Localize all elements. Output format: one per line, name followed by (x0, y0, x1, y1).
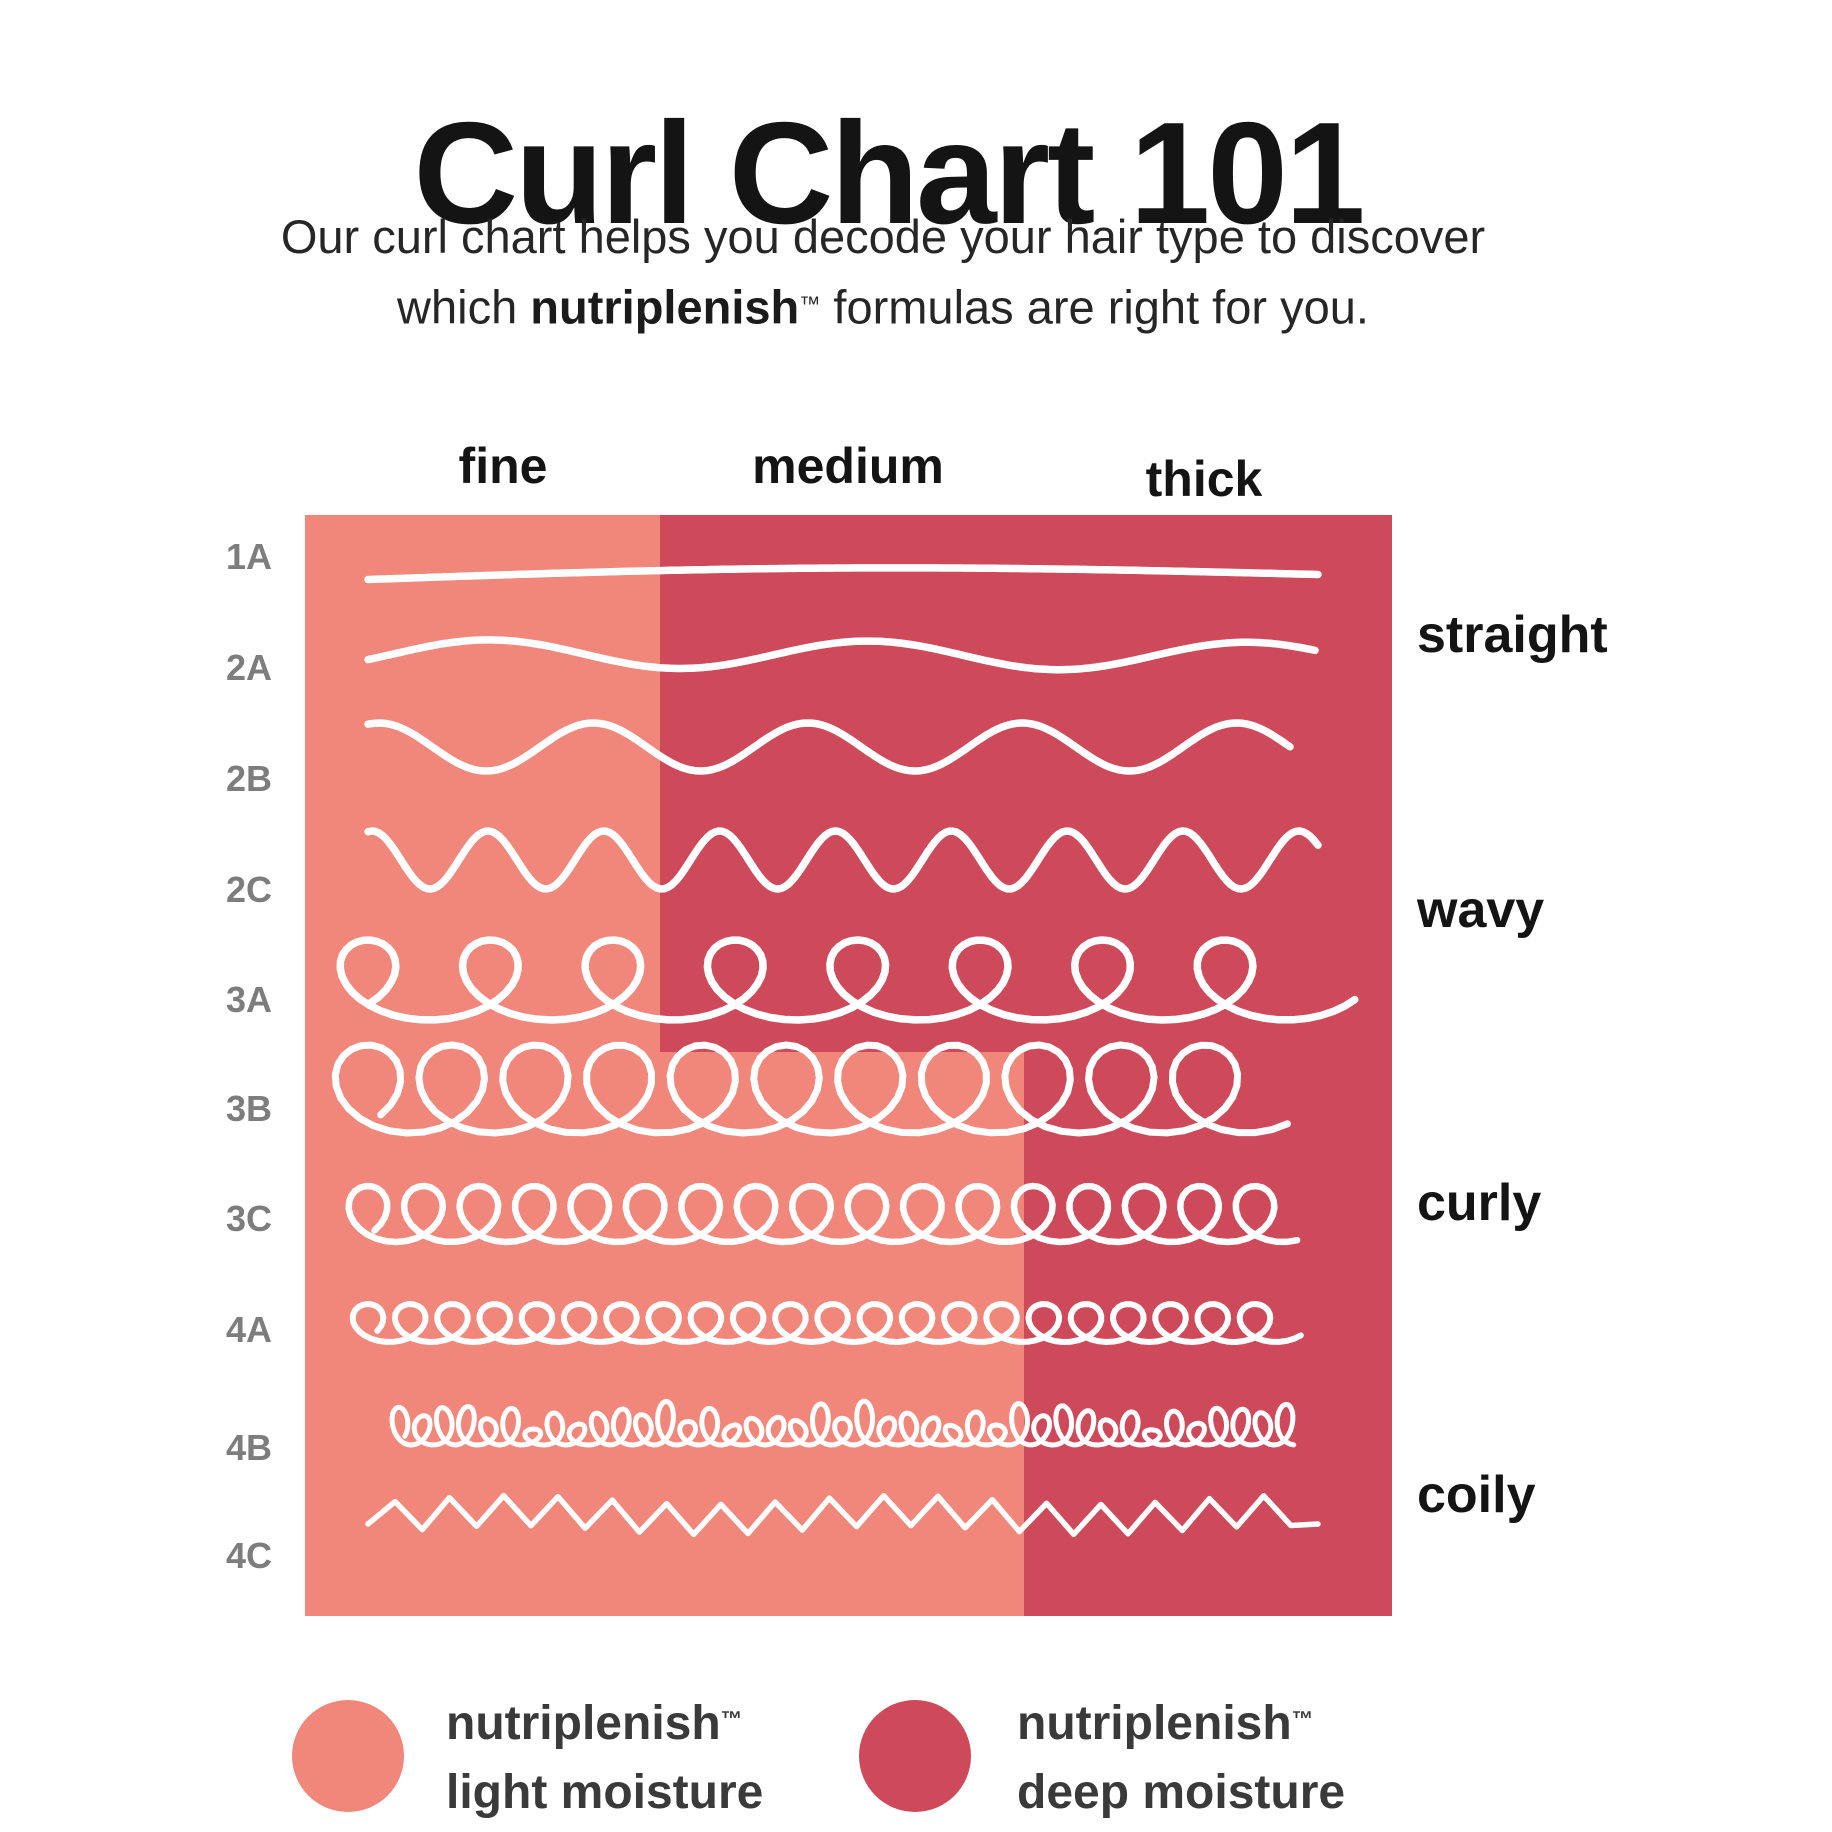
curl-row-2C (364, 827, 1322, 893)
trademark-symbol: ™ (720, 1706, 743, 1731)
row-label-2B: 2B (225, 758, 272, 799)
curl-row-3C (345, 1182, 1301, 1246)
legend-swatch-deep (859, 1700, 971, 1812)
row-label-1A: 1A (225, 536, 272, 577)
group-label-straight: straight (1417, 606, 1608, 664)
curl-row-3A (336, 936, 1359, 1024)
subtitle-line2: which nutriplenish™ formulas are right f… (0, 274, 1766, 339)
region-light-moisture-fine (305, 515, 660, 1052)
legend-moisture-label: deep moisture (1017, 1765, 1346, 1819)
legend-moisture-label: light moisture (446, 1765, 764, 1819)
curl-row-3B (331, 1041, 1291, 1137)
legend-label-light: nutriplenish™ light moisture (446, 1684, 763, 1827)
brand-name: nutriplenish (530, 280, 800, 334)
legend-label-deep: nutriplenish™ deep moisture (1017, 1684, 1345, 1827)
subtitle-line2-suffix: formulas are right for you. (820, 280, 1369, 334)
curl-row-1A (364, 564, 1322, 584)
row-label-3B: 3B (225, 1088, 272, 1129)
curl-row-4A (349, 1301, 1304, 1345)
row-label-4B: 4B (225, 1427, 272, 1468)
page-title: Curl Chart 101 (413, 92, 1365, 255)
subtitle-line2-prefix: which (397, 280, 531, 334)
trademark-symbol: ™ (799, 293, 821, 316)
row-label-3C: 3C (225, 1198, 272, 1239)
legend-brand-line: nutriplenish™ (1017, 1684, 1345, 1758)
row-label-2C: 2C (225, 869, 272, 910)
curl-row-2A (364, 636, 1319, 674)
legend-brand-line: nutriplenish™ (446, 1684, 763, 1758)
region-deep-moisture-medium-thick (660, 515, 1392, 1052)
curl-row-2B (364, 719, 1294, 775)
subtitle-line1: Our curl chart helps you decode your hai… (280, 210, 1486, 263)
column-header-fine: fine (458, 438, 548, 494)
curl-chart-grid (305, 515, 1392, 1616)
legend-swatch-light (292, 1700, 404, 1812)
legend-brand: nutriplenish (1017, 1696, 1292, 1750)
group-label-coily: coily (1417, 1466, 1536, 1524)
legend-brand: nutriplenish (446, 1696, 721, 1750)
column-header-thick: thick (1145, 451, 1263, 507)
group-label-wavy: wavy (1417, 881, 1545, 939)
column-header-medium: medium (752, 438, 944, 494)
curl-row-4B (389, 1398, 1297, 1448)
row-label-3A: 3A (225, 979, 272, 1020)
row-label-4A: 4A (225, 1309, 272, 1350)
curl-row-4C (365, 1492, 1321, 1538)
trademark-symbol: ™ (1291, 1706, 1314, 1731)
group-label-curly: curly (1417, 1174, 1542, 1232)
row-label-4C: 4C (225, 1535, 272, 1576)
row-label-2A: 2A (225, 647, 272, 688)
